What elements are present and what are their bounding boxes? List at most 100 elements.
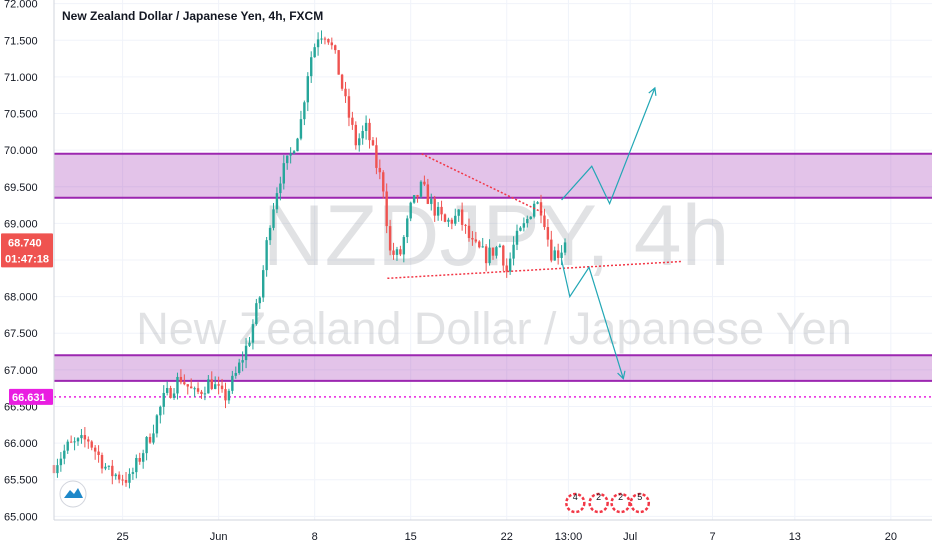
candle-body [323,38,327,40]
candle [241,351,244,372]
candle [179,369,183,385]
candle [436,202,440,221]
candle [368,118,371,149]
time-tick-label: Jun [210,531,228,543]
candle [172,388,176,400]
time-axis[interactable]: 25 Jun 8 15 22 13:00 Jul 7 13 20 [116,531,897,543]
candle [327,38,330,45]
price-tick-label: 67.500 [4,328,38,340]
economic-event-marker: 5 [629,492,651,514]
candle [508,252,512,275]
candle-body [159,406,162,416]
candle [196,382,200,395]
candle [543,208,546,230]
candle [481,237,484,248]
candle-body [433,198,436,216]
candle-body [56,465,59,474]
candle [155,414,159,438]
candle-body [138,457,141,462]
candle-body [388,226,392,251]
price-tick-label: 70.000 [4,145,38,157]
price-tick-label: 69.000 [4,218,38,230]
candle-body [117,474,121,480]
projection-arrowhead [648,86,657,96]
candle [213,376,217,390]
candle [419,180,423,199]
candle [310,51,313,83]
candle-body [87,439,90,442]
candle [316,32,320,56]
candle-body [244,345,248,361]
candle-body [196,388,200,392]
candle-body [265,240,268,271]
candle [176,372,179,400]
candle [412,195,416,204]
candle [207,375,210,394]
candle [107,465,111,470]
time-tick-label: 22 [501,531,513,543]
candle-body [179,376,183,383]
candle [135,454,138,479]
candle-body [498,245,502,248]
candle [433,195,436,222]
candle [457,209,460,222]
candle-body [289,153,292,156]
price-tick-label: 70.500 [4,109,38,121]
candle-body [169,388,172,398]
time-tick-label: 13 [789,531,801,543]
candle-body [337,50,340,75]
event-ring [565,492,586,514]
event-count: 5 [637,492,642,502]
candle [159,405,162,424]
candle [275,187,279,214]
candle [409,201,412,222]
candle-body [306,76,309,103]
event-count: 2 [618,492,623,502]
candle [546,219,550,247]
candle [76,437,80,446]
price-tick-label: 68.000 [4,292,38,304]
candle [378,159,382,180]
candle-body [378,167,382,173]
candle [460,202,464,231]
candle-body [327,39,330,43]
candle [498,243,502,248]
candle [231,370,234,394]
candle-body [189,386,193,389]
candle [495,245,498,259]
candle-body [210,379,213,389]
candle-body [268,227,272,241]
candle [59,452,63,472]
candle-body [66,441,69,451]
candle [111,459,114,485]
candle-body [430,198,433,204]
candle-body [59,458,63,466]
candle [80,429,83,444]
candle [56,458,59,478]
candle [121,474,124,486]
candle-body [251,324,255,343]
candle-body [392,250,395,255]
candle [203,386,207,401]
candle [165,381,169,396]
candle [529,216,532,220]
candle [382,170,385,199]
candle-body [505,265,508,272]
candle [358,133,361,152]
candle [550,230,553,263]
price-tick-label: 67.000 [4,365,38,377]
candle [334,44,337,54]
candle [313,43,316,58]
candle [224,382,227,409]
candle-body [371,140,375,146]
candle [292,149,296,155]
event-ring [588,492,609,514]
candle [117,471,121,484]
candle-body [176,376,179,394]
candle-body [375,145,378,168]
candle-body [316,39,320,48]
candle [210,371,213,391]
candle [320,30,323,44]
logo-icon[interactable] [59,480,87,508]
